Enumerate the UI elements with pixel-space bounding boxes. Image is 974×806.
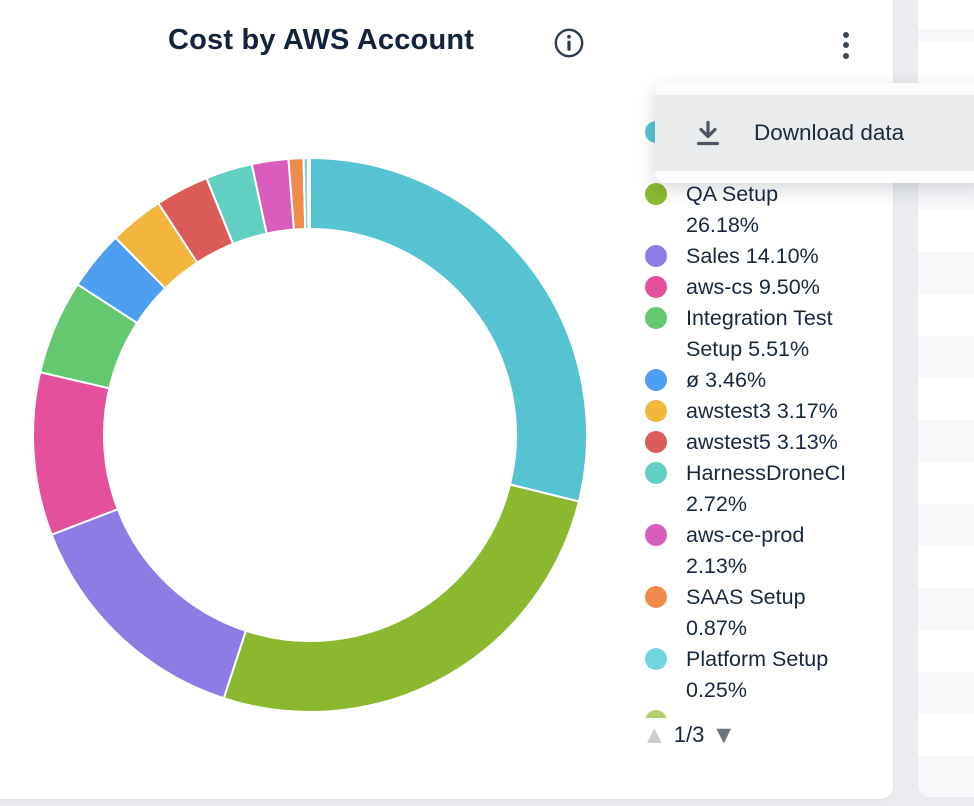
legend-color-dot: [645, 307, 667, 329]
legend-item[interactable]: QA Setup 26.18%: [645, 179, 885, 241]
info-circle-icon[interactable]: [553, 27, 585, 59]
legend-item[interactable]: SAAS Setup 0.87%: [645, 582, 885, 644]
legend-page-up-icon[interactable]: ▲: [642, 720, 667, 749]
legend-item-label: awstest5 3.13%: [686, 430, 838, 454]
legend-item-label: awstest3 3.17%: [686, 399, 838, 423]
legend-item-label: SAAS Setup 0.87%: [686, 585, 806, 640]
legend-item-label: HarnessDroneCI 2.72%: [686, 461, 847, 516]
legend-item[interactable]: Sales 14.10%: [645, 241, 885, 272]
legend-color-dot: [645, 183, 667, 205]
kebab-dot: [843, 42, 849, 48]
kebab-dot: [843, 52, 849, 59]
legend-item-label: Integration Test Setup 5.51%: [686, 306, 833, 361]
legend-color-dot: [645, 245, 667, 267]
legend-color-dot: [645, 400, 667, 422]
legend-item-label: aws-cs 9.50%: [686, 275, 820, 299]
legend-item-label: aws-ce-prod 2.13%: [686, 523, 805, 578]
donut-chart: [25, 150, 595, 720]
chart-legend: QA Setup 26.18% Sales 14.10% aws-cs 9.50% In…: [645, 117, 885, 718]
legend-item[interactable]: aws-cs 9.50%: [645, 272, 885, 303]
legend-item-label: [686, 706, 692, 718]
legend-color-dot: [645, 710, 667, 718]
donut-segment[interactable]: [32, 370, 120, 536]
legend-color-dot: [645, 369, 667, 391]
donut-segment[interactable]: [306, 156, 311, 231]
legend-item[interactable]: awstest3 3.17%: [645, 396, 885, 427]
legend-color-dot: [645, 586, 667, 608]
card-options-dropdown: Download data: [655, 83, 974, 183]
download-icon: [696, 120, 720, 146]
legend-item[interactable]: aws-ce-prod 2.13%: [645, 520, 885, 582]
download-data-menu-item[interactable]: Download data: [655, 95, 974, 171]
legend-item[interactable]: ø 3.46%: [645, 365, 885, 396]
donut-segment[interactable]: [309, 156, 588, 503]
legend-item[interactable]: awstest5 3.13%: [645, 427, 885, 458]
legend-color-dot: [645, 431, 667, 453]
kebab-dot: [843, 31, 849, 38]
card-options-menu-button[interactable]: [836, 24, 856, 66]
legend-color-dot: [645, 524, 667, 546]
page-title: Cost by AWS Account: [168, 24, 475, 56]
legend-color-dot: [645, 648, 667, 670]
legend-pagination: ▲ 1/3 ▼: [642, 722, 736, 748]
legend-item[interactable]: HarnessDroneCI 2.72%: [645, 458, 885, 520]
legend-item-label: QA Setup 26.18%: [686, 182, 779, 237]
legend-page-down-icon[interactable]: ▼: [711, 720, 737, 749]
download-data-label: Download data: [754, 120, 905, 145]
legend-item-label: Platform Setup 0.25%: [686, 647, 829, 702]
legend-item[interactable]: Integration Test Setup 5.51%: [645, 303, 885, 365]
legend-item-label: ø 3.46%: [686, 368, 767, 392]
legend-item-label: Sales 14.10%: [686, 244, 819, 268]
legend-page-indicator: 1/3: [673, 722, 705, 747]
donut-segment[interactable]: [50, 507, 248, 700]
legend-color-dot: [645, 276, 667, 298]
legend-item[interactable]: [645, 706, 885, 718]
legend-item[interactable]: Platform Setup 0.25%: [645, 644, 885, 706]
donut-segment[interactable]: [222, 483, 581, 713]
legend-color-dot: [645, 462, 667, 484]
